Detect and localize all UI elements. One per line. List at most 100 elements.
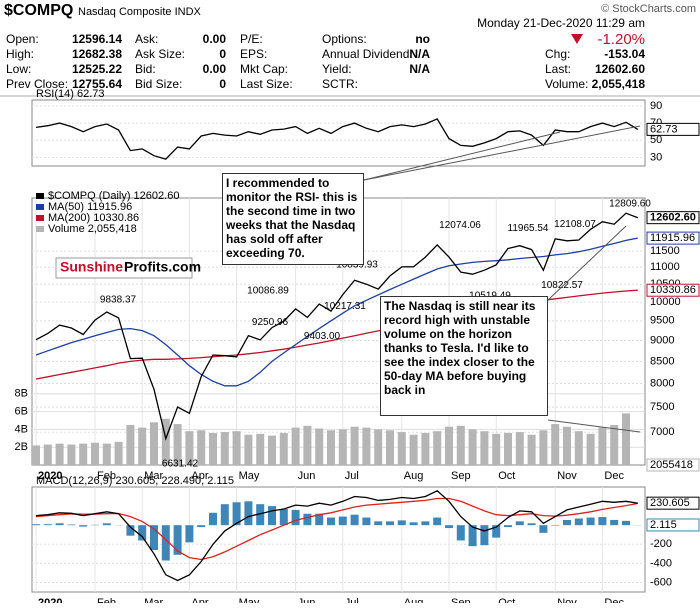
bar <box>115 442 123 465</box>
tick-label: 2B <box>15 441 28 453</box>
bar <box>362 518 370 526</box>
x-tick-label: Aug <box>404 597 424 603</box>
bar <box>221 432 229 465</box>
bar <box>44 524 52 525</box>
x-tick-label: Sep <box>451 597 471 603</box>
field-label: SCTR: <box>322 77 358 91</box>
panel-title: MACD(12,26,9) 230.605, 228.490, 2.115 <box>36 475 234 487</box>
bar <box>91 443 99 465</box>
field-label: Yield: <box>322 62 352 76</box>
bar <box>386 521 394 525</box>
bar <box>587 518 595 526</box>
bar <box>575 431 583 465</box>
legend-swatch <box>36 193 44 199</box>
panel-title: RSI(14) 62.73 <box>36 88 104 100</box>
bar <box>421 521 429 525</box>
tick-label: 50 <box>650 134 662 146</box>
bar <box>256 434 264 465</box>
peak-label: 12074.06 <box>439 220 481 231</box>
bar <box>575 519 583 526</box>
tick-label: 11500 <box>650 245 680 257</box>
bar <box>67 525 75 526</box>
field-label: Bid Size: <box>135 77 182 91</box>
field-value: 12525.22 <box>72 62 122 76</box>
field-value: N/A <box>409 62 430 76</box>
field-label: Low: <box>6 62 31 76</box>
tick-label: 10000 <box>650 296 681 308</box>
callout-pointer <box>364 132 560 180</box>
end-label: 2.115 <box>650 519 677 531</box>
datetime: Monday 21-Dec-2020 11:29 am <box>477 16 645 30</box>
bar <box>138 428 146 465</box>
bar <box>457 426 465 465</box>
field-value: N/A <box>409 47 430 61</box>
bar <box>32 524 40 525</box>
field-label: Last: <box>545 62 571 76</box>
peak-label: 11965.54 <box>508 223 549 234</box>
line <box>36 119 638 159</box>
x-tick-label: Jun <box>298 470 316 482</box>
bar <box>469 429 477 465</box>
tick-label: 8B <box>15 388 28 400</box>
legend-swatch <box>36 204 44 210</box>
bar <box>445 427 453 465</box>
callout-pointer <box>364 126 640 180</box>
legend-swatch <box>36 226 44 232</box>
bar <box>280 509 288 525</box>
bar <box>56 523 64 525</box>
end-label: 230.605 <box>650 497 690 509</box>
end-label: 2055418 <box>650 459 693 471</box>
field-label: Volume: <box>545 77 588 91</box>
field-label: Annual Dividend: <box>322 47 413 61</box>
copyright: © StockCharts.com <box>601 3 696 15</box>
bar <box>421 433 429 465</box>
callout-pointer <box>548 226 626 300</box>
x-tick-label: Oct <box>498 470 515 482</box>
bar <box>244 435 252 465</box>
bar <box>268 506 276 525</box>
field-label: Chg: <box>545 47 570 61</box>
field-value: 0 <box>219 77 226 91</box>
down-arrow <box>571 34 583 44</box>
bar <box>138 525 146 540</box>
bar <box>563 520 571 525</box>
bar <box>445 525 453 528</box>
tick-label: 7500 <box>650 401 674 413</box>
peak-label: 9250.96 <box>252 317 289 328</box>
bar <box>150 422 158 465</box>
legend-entry: $COMPQ (Daily) 12602.60 <box>48 190 179 202</box>
bar <box>539 525 547 533</box>
peak-label: 12108.07 <box>554 219 596 230</box>
bar <box>280 433 288 465</box>
bar <box>339 517 347 526</box>
marks: $COMPQ Nasdaq Composite INDX © StockCharts… <box>4 2 699 603</box>
peak-label: 9403.00 <box>304 331 341 342</box>
field-label: Mkt Cap: <box>240 62 288 76</box>
bar <box>303 514 311 525</box>
bar <box>79 444 87 465</box>
watermark: Sunshine <box>60 259 123 275</box>
end-label: 10330.86 <box>650 284 696 296</box>
peak-label: 10217.31 <box>324 301 366 312</box>
x-tick-label: Jun <box>298 597 316 603</box>
bar <box>480 431 488 465</box>
bar <box>433 431 441 465</box>
field-label: P/E: <box>240 32 263 46</box>
field-label: Open: <box>6 32 39 46</box>
tick-label: 6B <box>15 406 28 418</box>
bar <box>103 523 111 525</box>
x-tick-label: Mar <box>144 597 163 603</box>
bar <box>292 428 300 465</box>
bar <box>327 518 335 526</box>
bar <box>292 510 300 525</box>
tick-label: -200 <box>650 538 672 550</box>
symbol-name: Nasdaq Composite INDX <box>78 6 202 18</box>
tick-label: -400 <box>650 557 672 569</box>
symbol: $COMPQ <box>4 2 73 19</box>
bar <box>539 430 547 465</box>
bar <box>563 427 571 465</box>
peak-label: 6631.42 <box>162 459 199 470</box>
bar <box>398 432 406 465</box>
tick-label: 9000 <box>650 334 674 346</box>
